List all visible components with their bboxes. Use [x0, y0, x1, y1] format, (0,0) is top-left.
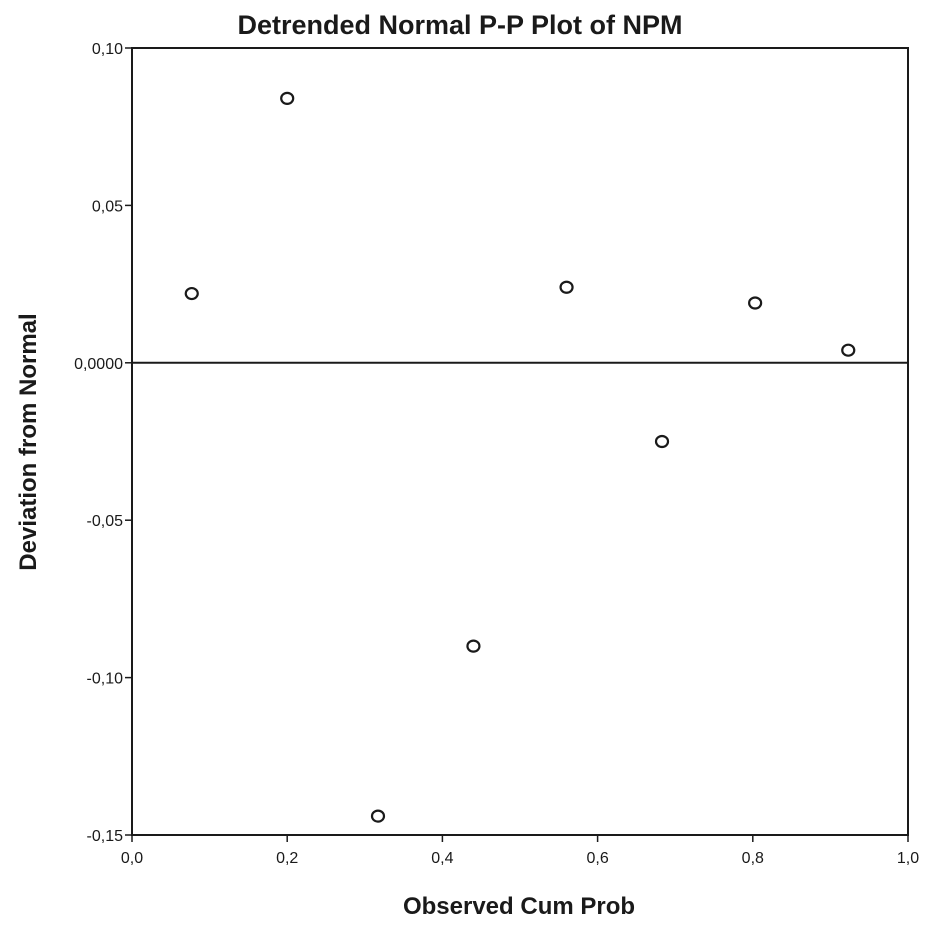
x-axis: 0,0 0,2 0,4 0,6 0,8 1,0 — [121, 835, 919, 867]
data-point — [654, 434, 670, 449]
x-tick-label: 0,2 — [276, 850, 298, 867]
x-tick-label: 0,0 — [121, 850, 143, 867]
y-tick-label: -0,15 — [87, 828, 124, 845]
data-point — [280, 91, 295, 105]
y-axis: 0,10 0,05 0,0000 -0,05 -0,10 -0,15 — [74, 41, 132, 845]
y-tick-label: -0,05 — [87, 513, 124, 530]
data-point — [466, 639, 481, 653]
data-point — [841, 343, 856, 357]
x-tick-label: 0,8 — [742, 850, 764, 867]
chart-title: Detrended Normal P-P Plot of NPM — [237, 10, 682, 40]
plot-area-border — [131, 47, 909, 836]
x-axis-label: Observed Cum Prob — [403, 893, 635, 920]
data-point — [184, 286, 199, 301]
data-point — [748, 296, 763, 310]
plot-frame — [131, 47, 909, 836]
y-axis-label: Deviation from Normal — [15, 313, 42, 570]
data-point — [559, 280, 574, 294]
data-points — [184, 91, 856, 823]
x-tick-label: 1,0 — [897, 850, 919, 867]
y-tick-label: 0,0000 — [74, 356, 123, 373]
y-tick-label: 0,05 — [92, 198, 123, 215]
y-tick-label: 0,10 — [92, 41, 123, 58]
x-tick-label: 0,6 — [586, 850, 608, 867]
y-tick-label: -0,10 — [87, 671, 124, 688]
data-point — [370, 809, 386, 823]
x-tick-label: 0,4 — [431, 850, 453, 867]
